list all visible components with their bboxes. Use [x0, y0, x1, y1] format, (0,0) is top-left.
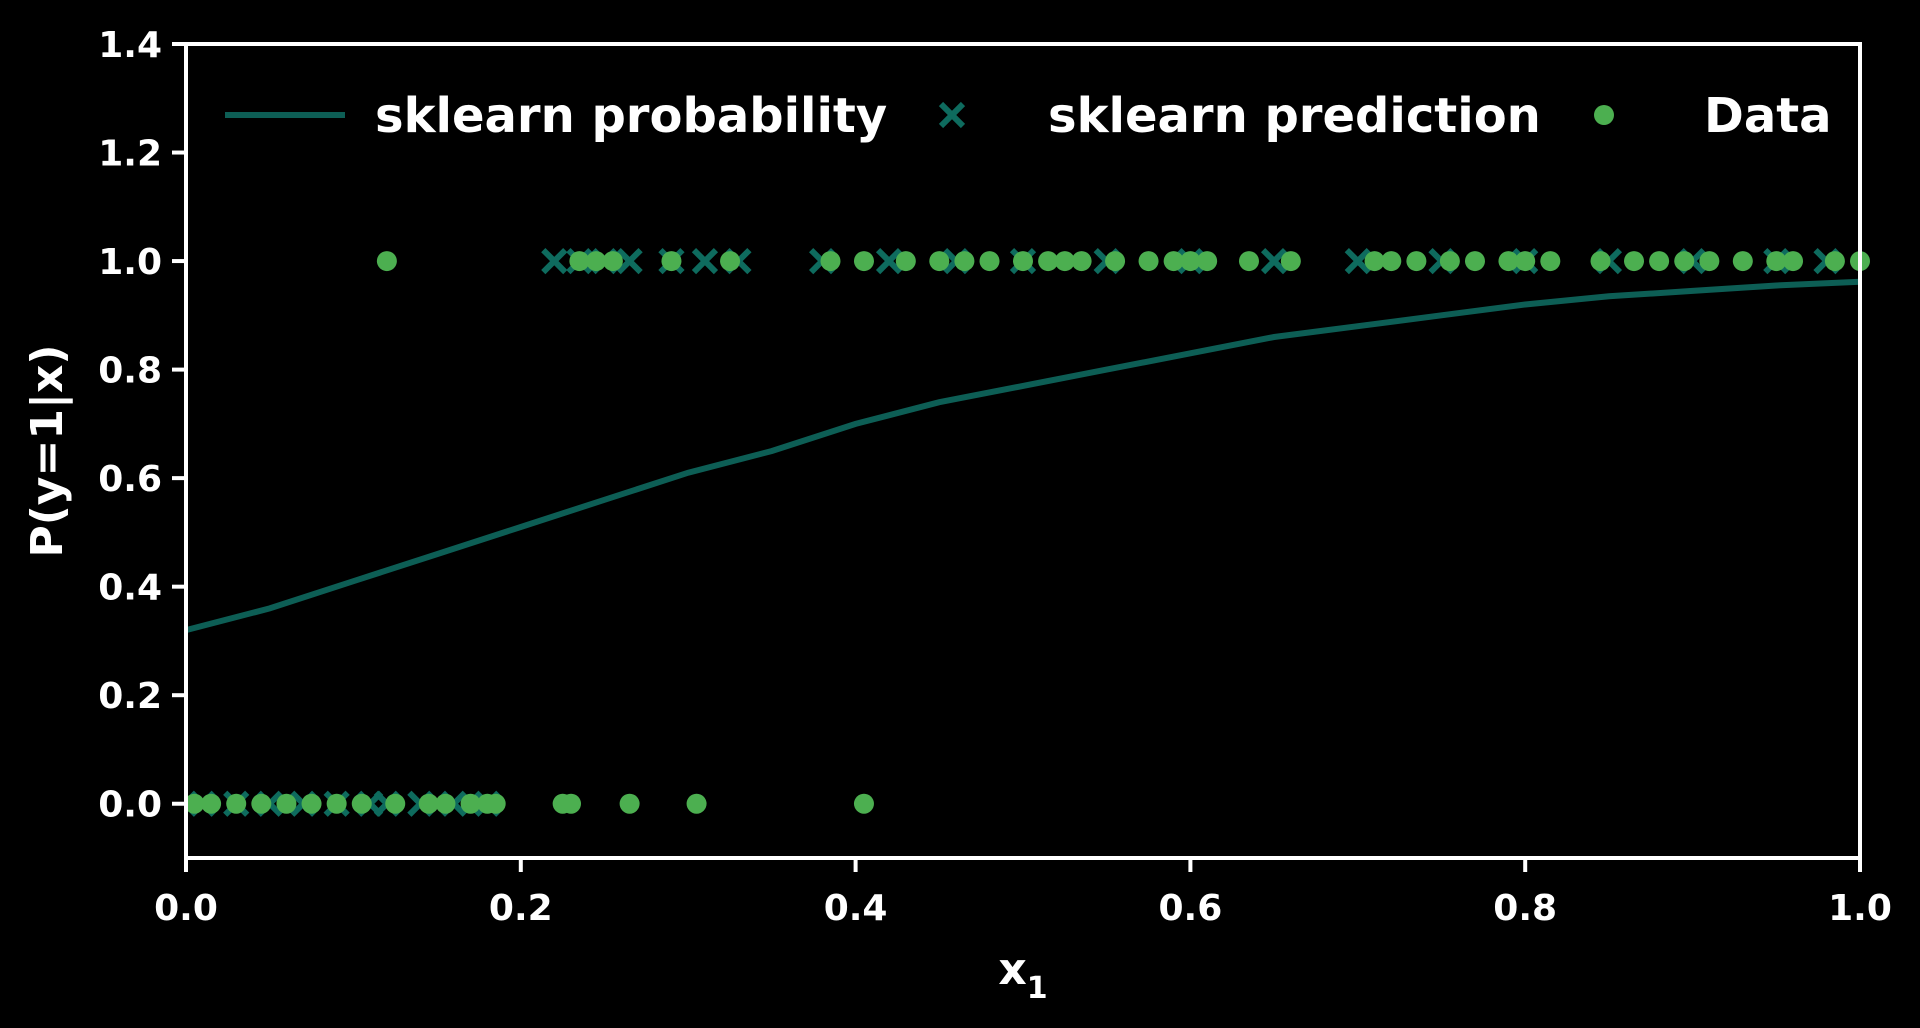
- data-point: [954, 251, 975, 272]
- probability-line-layer: [185, 278, 1861, 634]
- data-point: [1163, 251, 1184, 272]
- legend-label-probability: sklearn probability: [375, 88, 887, 144]
- data-point: [1674, 251, 1695, 272]
- data-point-layer: [184, 251, 1870, 814]
- x-axis-label: x1: [998, 944, 1047, 1006]
- data-point: [1038, 251, 1059, 272]
- y-tick-label: 0.2: [98, 676, 162, 717]
- axis-ticks: 0.0 0.2 0.4 0.6 0.8 1.0 0.0 0.2 0.4 0.6 0.8 1.0 1.2 1…: [98, 25, 1892, 929]
- data-point: [201, 793, 222, 814]
- data-point: [979, 251, 1000, 272]
- x-tick-label: 0.2: [489, 888, 553, 929]
- y-axis-label: P(y=1|x): [22, 344, 73, 557]
- data-point: [586, 251, 607, 272]
- data-point: [1699, 251, 1720, 272]
- data-point: [686, 793, 707, 814]
- data-point: [1054, 251, 1075, 272]
- y-tick-label: 1.4: [98, 25, 162, 66]
- data-point: [1590, 251, 1611, 272]
- legend-point-swatch: [1594, 105, 1614, 125]
- legend-x-swatch: [938, 101, 966, 129]
- y-tick-label: 1.2: [98, 134, 162, 175]
- prediction-marker: [875, 247, 903, 275]
- data-point: [376, 251, 397, 272]
- legend-label-prediction: sklearn prediction: [1048, 88, 1541, 144]
- data-point: [276, 793, 297, 814]
- data-point: [1238, 251, 1259, 272]
- data-point: [661, 251, 682, 272]
- legend-label-data: Data: [1704, 88, 1832, 144]
- probability-line: [185, 278, 1861, 634]
- x-tick-label: 0.0: [154, 888, 218, 929]
- x-tick-label: 0.4: [824, 888, 888, 929]
- data-point: [820, 251, 841, 272]
- data-point: [1280, 251, 1301, 272]
- data-point: [1766, 251, 1787, 272]
- data-point: [1732, 251, 1753, 272]
- prediction-marker: [541, 247, 568, 275]
- data-point: [1381, 251, 1402, 272]
- data-point: [1649, 251, 1670, 272]
- data-point: [569, 251, 590, 272]
- data-point: [1783, 251, 1804, 272]
- data-point: [1540, 251, 1561, 272]
- data-point: [184, 793, 205, 814]
- data-point: [853, 793, 874, 814]
- data-point: [485, 793, 506, 814]
- data-point: [385, 793, 406, 814]
- data-point: [1624, 251, 1645, 272]
- x-tick-label: 0.8: [1493, 888, 1557, 929]
- data-point: [1364, 251, 1385, 272]
- data-point: [853, 251, 874, 272]
- y-tick-label: 0.6: [98, 459, 162, 500]
- legend: sklearn probability sklearn prediction Dat…: [225, 88, 1832, 144]
- plot-frame: [184, 42, 1862, 860]
- y-tick-label: 0.0: [98, 785, 162, 826]
- data-point: [1824, 251, 1845, 272]
- data-point: [326, 793, 347, 814]
- data-point: [1071, 251, 1092, 272]
- data-point: [1406, 251, 1427, 272]
- data-point: [1138, 251, 1159, 272]
- y-tick-label: 0.4: [98, 568, 162, 609]
- data-point: [929, 251, 950, 272]
- data-point: [1498, 251, 1519, 272]
- data-point: [895, 251, 916, 272]
- data-point: [1180, 251, 1201, 272]
- data-point: [435, 793, 456, 814]
- data-point: [1439, 251, 1460, 272]
- data-point: [1464, 251, 1485, 272]
- data-point: [619, 793, 640, 814]
- x-tick-label: 1.0: [1828, 888, 1892, 929]
- data-point: [226, 793, 247, 814]
- data-point: [1105, 251, 1126, 272]
- data-point: [301, 793, 322, 814]
- data-point: [251, 793, 272, 814]
- y-tick-label: 1.0: [98, 242, 162, 283]
- data-point: [1197, 251, 1218, 272]
- prediction-marker: [1344, 247, 1371, 275]
- prediction-marker: [691, 247, 719, 275]
- data-point: [602, 251, 623, 272]
- data-point: [1515, 251, 1536, 272]
- prediction-marker: [1260, 247, 1288, 275]
- data-point: [418, 793, 439, 814]
- prediction-marker: [616, 247, 643, 275]
- data-point: [720, 251, 741, 272]
- y-tick-label: 0.8: [98, 351, 162, 392]
- data-point: [460, 793, 481, 814]
- x-tick-label: 0.6: [1159, 888, 1223, 929]
- prediction-marker-layer: [189, 247, 1840, 817]
- data-point: [561, 793, 582, 814]
- data-point: [1013, 251, 1033, 272]
- data-point: [351, 793, 372, 814]
